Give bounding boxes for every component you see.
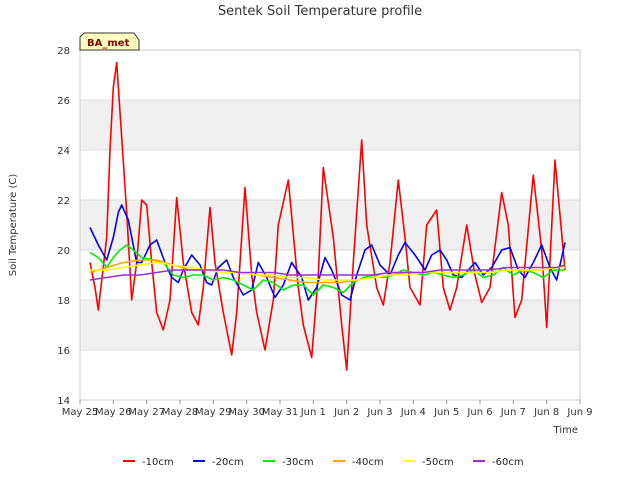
x-tick-label: Jun 3 [366,407,392,418]
band-26-28 [80,50,580,100]
plot-background-bands [80,50,580,400]
x-tick-label: Jun 8 [533,407,559,418]
y-tick-label: 26 [57,96,70,107]
y-tick-label: 14 [57,396,70,407]
x-tick-label: May 28 [162,407,199,418]
y-tick-label: 16 [57,346,70,357]
plot-frame [79,49,581,401]
band-22-24 [80,150,580,200]
x-tick-label: May 27 [128,407,165,418]
y-tick-label: 24 [57,146,70,157]
x-tick-label: May 30 [228,407,265,418]
legend: -10cm -20cm -30cm -40cm -50cm -60cm [123,457,524,468]
y-axis-label: Soil Temperature (C) [8,174,19,277]
series-line-20cm [89,204,566,301]
x-tick-label: May 26 [95,407,132,418]
chart-title: Sentek Soil Temperature profile [218,4,422,19]
station-tag-box [79,32,140,51]
legend-label-30cm: -30cm [282,457,314,468]
y-tick-label: 20 [57,246,70,257]
y-axis-ticks: 14 16 18 20 22 24 26 28 [57,46,70,407]
x-tick-label: May 25 [62,407,99,418]
series-lines [89,61,566,371]
series-line-10cm [89,61,566,371]
x-tick-label: Jun 7 [500,407,526,418]
legend-label-60cm: -60cm [492,457,524,468]
band-16-18 [80,300,580,350]
series-line-60cm [89,264,566,281]
legend-label-50cm: -50cm [422,457,454,468]
x-axis-label: Time [553,425,578,436]
y-tick-label: 18 [57,296,70,307]
x-tick-label: May 29 [195,407,232,418]
x-tick-label: Jun 5 [433,407,459,418]
series-line-50cm [90,261,565,281]
y-tick-label: 28 [57,46,70,57]
legend-label-20cm: -20cm [212,457,244,468]
x-tick-label: Jun 6 [466,407,492,418]
legend-label-10cm: -10cm [142,457,174,468]
legend-label-40cm: -40cm [352,457,384,468]
station-tag: BA_met [79,32,140,51]
x-tick-label: Jun 2 [333,407,359,418]
band-24-26 [80,100,580,150]
band-20-22 [80,200,580,250]
x-tick-label: Jun 1 [300,407,326,418]
x-tick-label: May 31 [262,407,299,418]
x-tick-label: Jun 9 [566,407,592,418]
band-14-16 [80,350,580,400]
station-tag-label: BA_met [87,38,130,49]
y-tick-label: 22 [57,196,70,207]
x-tick-label: Jun 4 [400,407,426,418]
